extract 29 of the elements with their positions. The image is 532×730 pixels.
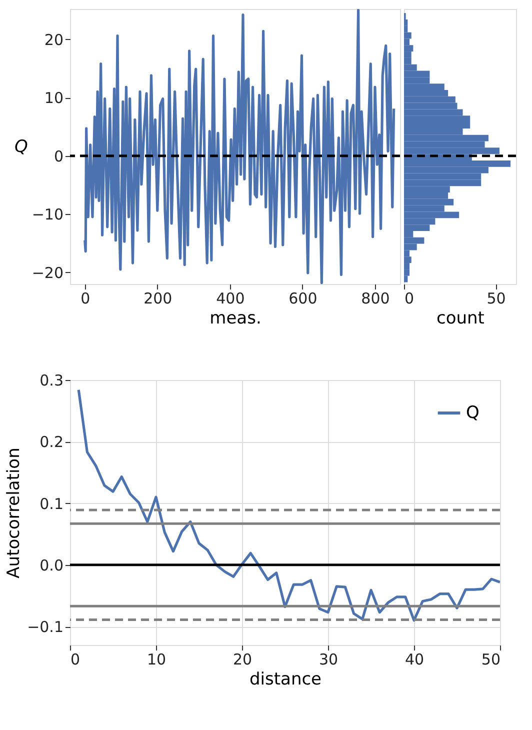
x-axis-title: count <box>436 308 485 328</box>
x-tick-label: 40 <box>404 650 424 668</box>
x-tick-label: 400 <box>216 290 245 308</box>
y-axis-title: Autocorrelation <box>4 448 24 578</box>
y-tick-label: −20 <box>32 264 64 282</box>
y-tick-label: −0.1 <box>27 618 64 636</box>
y-tick-label: 20 <box>44 30 64 49</box>
x-axis-title: meas. <box>210 308 262 328</box>
x-tick-label: 0 <box>70 650 80 668</box>
y-tick-label: 0.3 <box>40 372 64 390</box>
y-axis-title: Q <box>14 137 28 157</box>
y-tick-label: 0.0 <box>40 556 64 574</box>
x-tick-label: 200 <box>144 290 172 308</box>
x-tick-label: 800 <box>361 290 390 308</box>
y-tick-label: 0.1 <box>40 494 64 513</box>
x-tick-label: 50 <box>486 290 506 308</box>
y-tick-label: 10 <box>44 89 64 108</box>
x-axis-title: distance <box>249 670 322 690</box>
y-tick-label: 0 <box>54 147 64 166</box>
legend-label: Q <box>466 403 480 423</box>
x-tick-label: 50 <box>481 650 500 668</box>
y-tick-label: −10 <box>32 206 64 224</box>
x-tick-label: 10 <box>146 650 166 668</box>
x-tick-label: 600 <box>288 290 318 308</box>
x-tick-label: 20 <box>232 650 252 668</box>
x-tick-label: 0 <box>404 290 414 308</box>
x-tick-label: 0 <box>80 290 90 308</box>
x-tick-label: 30 <box>318 650 338 668</box>
y-tick-label: 0.2 <box>40 433 64 452</box>
